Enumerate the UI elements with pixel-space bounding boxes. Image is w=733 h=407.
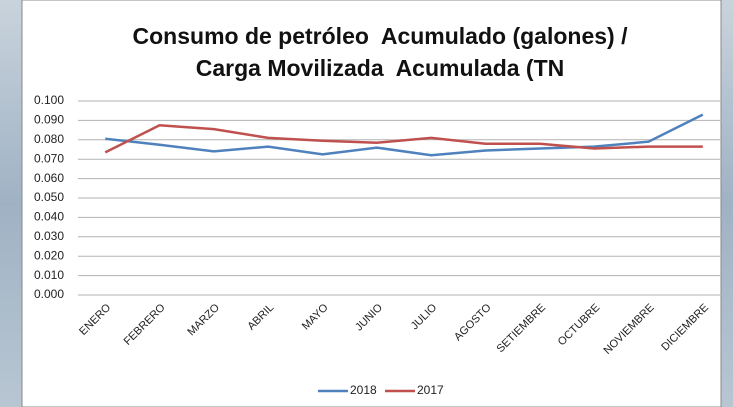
legend-label: 2017 bbox=[417, 383, 444, 397]
y-tick-label: 0.060 bbox=[34, 171, 64, 185]
y-tick-label: 0.020 bbox=[34, 248, 64, 262]
y-tick-label: 0.080 bbox=[34, 132, 64, 146]
chart-title: Carga Movilizada Acumulada (TN bbox=[196, 55, 565, 81]
chart-title: Consumo de petróleo Acumulado (galones) … bbox=[133, 23, 629, 49]
y-tick-label: 0.090 bbox=[34, 113, 64, 127]
legend-label: 2018 bbox=[350, 383, 377, 397]
y-tick-label: 0.050 bbox=[34, 190, 64, 204]
y-tick-label: 0.100 bbox=[34, 93, 64, 107]
y-tick-label: 0.000 bbox=[34, 287, 64, 301]
y-tick-label: 0.030 bbox=[34, 229, 64, 243]
y-tick-label: 0.070 bbox=[34, 151, 64, 165]
line-series bbox=[105, 113, 704, 157]
y-tick-label: 0.040 bbox=[34, 210, 64, 224]
chart-area bbox=[21, 0, 722, 407]
line-series bbox=[104, 124, 703, 154]
y-tick-label: 0.010 bbox=[34, 268, 64, 282]
